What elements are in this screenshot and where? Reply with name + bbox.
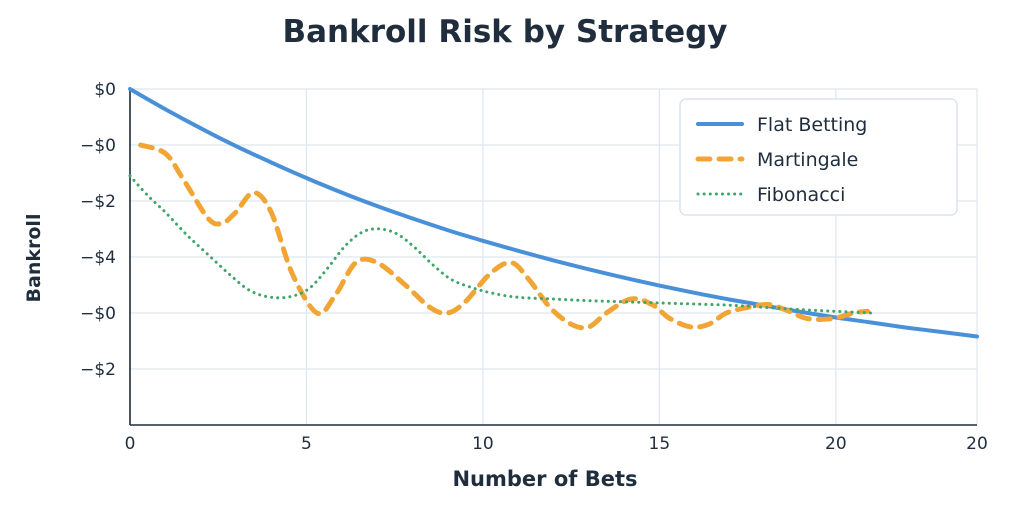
- y-tick-label: $0: [94, 80, 116, 100]
- grid-lines: [129, 88, 978, 425]
- legend: Flat Betting Martingale Fibonacci: [679, 98, 958, 216]
- series-lines: [128, 87, 979, 339]
- x-tick-label: 15: [649, 434, 671, 454]
- legend-label: Martingale: [757, 149, 858, 171]
- x-tick-label: 20: [966, 434, 988, 454]
- y-tick-label: −$4: [80, 248, 116, 268]
- y-tick-label: −$0: [80, 304, 116, 324]
- legend-box: [679, 98, 958, 216]
- legend-label: Flat Betting: [757, 114, 867, 136]
- y-tick-label: −$2: [80, 360, 116, 380]
- x-axis-label: Number of Bets: [452, 467, 637, 491]
- series-line-fibonacci: [128, 174, 873, 315]
- y-tick-label: −$0: [80, 136, 116, 156]
- legend-items: Flat Betting Martingale Fibonacci: [695, 114, 867, 206]
- y-tick-labels: $0 −$0 −$2 −$4 −$0 −$2: [80, 80, 116, 380]
- x-tick-label: 0: [125, 434, 136, 454]
- axes: [129, 89, 977, 426]
- legend-label: Fibonacci: [757, 184, 845, 206]
- series-line-flat-betting: [128, 87, 979, 339]
- x-tick-label: 10: [472, 434, 494, 454]
- x-tick-label: 5: [301, 434, 312, 454]
- y-tick-label: −$2: [80, 192, 116, 212]
- x-tick-labels: 0 5 10 15 20 20: [125, 434, 988, 454]
- x-tick-label: 20: [825, 434, 847, 454]
- chart-title: Bankroll Risk by Strategy: [282, 14, 728, 50]
- y-axis-label: Bankroll: [23, 214, 45, 303]
